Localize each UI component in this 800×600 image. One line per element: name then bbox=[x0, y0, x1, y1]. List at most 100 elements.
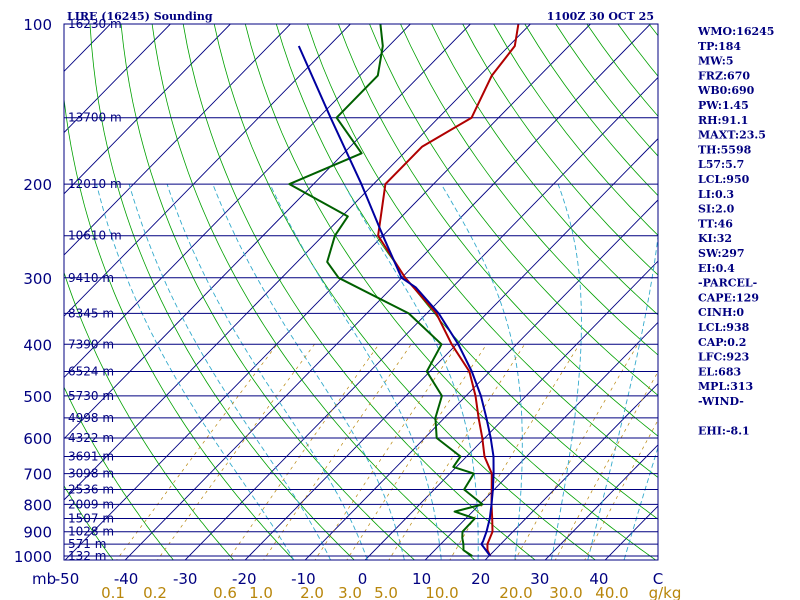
index-value: EL:683 bbox=[698, 365, 741, 378]
index-value: LCL:950 bbox=[698, 173, 750, 186]
index-value: LFC:923 bbox=[698, 351, 749, 364]
height-label: 3691 m bbox=[68, 450, 114, 464]
dry-adiabat-line bbox=[431, 24, 658, 316]
dry-adiabat-line bbox=[462, 24, 658, 276]
dry-adiabat-line bbox=[307, 24, 658, 478]
mixing-ratio-tick-label: 10.0 bbox=[425, 584, 458, 600]
moist-adiabat-line bbox=[96, 183, 295, 560]
pressure-tick-label: 900 bbox=[23, 524, 52, 542]
height-label: 16230 m bbox=[68, 17, 122, 31]
isotherm-line bbox=[64, 24, 291, 256]
dry-adiabat-line bbox=[64, 271, 235, 560]
mixing-ratio-tick-label: 1.0 bbox=[249, 584, 273, 600]
temperature-tick-label: -50 bbox=[55, 570, 80, 588]
axis-labels: 16230 m 13700 m 12010 m 10610 m 9410 m 8345 m… bbox=[14, 16, 682, 600]
temperature-tick-label: -40 bbox=[114, 570, 139, 588]
isotherm-line bbox=[244, 138, 658, 560]
mixing-ratio-tick-label: 2.0 bbox=[300, 584, 324, 600]
height-label: 4322 m bbox=[68, 431, 114, 445]
index-value: TT:46 bbox=[698, 217, 733, 230]
mixing-ratio-tick-label: 5.0 bbox=[374, 584, 398, 600]
mixing-ratio-line bbox=[314, 344, 459, 560]
isotherm-line bbox=[0, 24, 50, 567]
index-value: CINH:0 bbox=[698, 306, 744, 319]
dry-adiabat-line bbox=[555, 24, 658, 157]
chart-datetime: 1100Z 30 OCT 25 bbox=[547, 10, 654, 23]
dry-adiabat-line bbox=[369, 24, 658, 396]
index-value: LI:0.3 bbox=[698, 188, 734, 201]
isotherm-line bbox=[484, 382, 658, 560]
isotherm-line bbox=[64, 24, 471, 440]
pressure-tick-label: 100 bbox=[23, 16, 52, 34]
dry-adiabat-line bbox=[182, 24, 536, 560]
dry-adiabat-line bbox=[275, 24, 658, 520]
mixing-ratio-tick-label: 0.1 bbox=[101, 584, 125, 600]
mixing-ratio-tick-label: 30.0 bbox=[549, 584, 582, 600]
moist-adiabat-line bbox=[623, 445, 658, 560]
pressure-tick-label: 500 bbox=[23, 388, 52, 406]
index-value: EHI:-8.1 bbox=[698, 425, 750, 438]
index-value: -PARCEL- bbox=[698, 277, 757, 290]
height-label: 12010 m bbox=[68, 177, 122, 191]
isotherm-line bbox=[544, 444, 658, 560]
index-value: CAPE:129 bbox=[698, 291, 759, 304]
temperature-tick-label: 30 bbox=[530, 570, 549, 588]
dry-adiabat-line bbox=[89, 24, 355, 560]
temperature-tick-label: 10 bbox=[412, 570, 431, 588]
isotherm-line bbox=[124, 24, 651, 560]
mixing-ratio-tick-label: 0.6 bbox=[213, 584, 237, 600]
isotherm-line bbox=[64, 24, 171, 134]
isotherm-line bbox=[424, 321, 658, 560]
mixing-ratio-tick-label: 20.0 bbox=[499, 584, 532, 600]
plot-frame bbox=[63, 23, 659, 561]
height-label: 8345 m bbox=[68, 306, 114, 320]
height-label: 132 m bbox=[68, 549, 106, 563]
pressure-tick-label: 1000 bbox=[14, 548, 52, 566]
index-value: L57:5.7 bbox=[698, 158, 744, 171]
temperature-tick-label: -20 bbox=[232, 570, 257, 588]
temperature-tick-label: 40 bbox=[589, 570, 608, 588]
mixing-ratio-tick-label: 3.0 bbox=[338, 584, 362, 600]
index-value: PW:1.45 bbox=[698, 99, 749, 112]
index-value: KI:32 bbox=[698, 232, 732, 245]
background-lines bbox=[0, 24, 658, 567]
mixing-ratio-tick-label: g/kg bbox=[649, 584, 682, 600]
height-label: 5730 m bbox=[68, 389, 114, 403]
moist-adiabat-line bbox=[166, 183, 368, 560]
dry-adiabat-line bbox=[64, 95, 295, 560]
mixing-ratio-line bbox=[554, 371, 658, 560]
index-value: MPL:313 bbox=[698, 380, 753, 393]
temperature-tick-label: 0 bbox=[358, 570, 368, 588]
mixing-ratio-line bbox=[584, 419, 658, 560]
pressure-tick-label: 800 bbox=[23, 496, 52, 514]
chart-title: LIRE (16245) Sounding bbox=[67, 10, 213, 23]
height-label: 13700 m bbox=[68, 111, 122, 125]
index-value: -WIND- bbox=[698, 395, 744, 408]
temperature-tick-label: -10 bbox=[291, 570, 316, 588]
profile-lines bbox=[288, 24, 520, 557]
index-value: SW:297 bbox=[698, 247, 745, 260]
isotherm-line bbox=[184, 76, 658, 560]
dry-adiabat-line bbox=[400, 24, 658, 356]
height-label: 2536 m bbox=[68, 483, 114, 497]
pressure-tick-label: 300 bbox=[23, 270, 52, 288]
pressure-tick-label: 200 bbox=[23, 176, 52, 194]
dry-adiabat-line bbox=[244, 24, 657, 560]
mixing-ratio-tick-label: 0.2 bbox=[143, 584, 167, 600]
height-label: 6524 m bbox=[68, 365, 114, 379]
height-label: 4998 m bbox=[68, 411, 114, 425]
dry-adiabat-line bbox=[64, 386, 174, 560]
isotherm-line bbox=[64, 24, 231, 195]
height-label: 7390 m bbox=[68, 337, 114, 351]
height-label: 3098 m bbox=[68, 467, 114, 481]
dry-adiabat-line bbox=[0, 24, 58, 567]
moist-adiabat-line bbox=[269, 183, 442, 560]
temperature-tick-label: C bbox=[653, 570, 663, 588]
mixing-ratio-line bbox=[156, 344, 315, 560]
dry-adiabat-line bbox=[213, 24, 597, 560]
mixing-ratio-line bbox=[227, 344, 380, 560]
index-value: LCL:938 bbox=[698, 321, 750, 334]
moist-adiabat-line bbox=[128, 183, 332, 560]
